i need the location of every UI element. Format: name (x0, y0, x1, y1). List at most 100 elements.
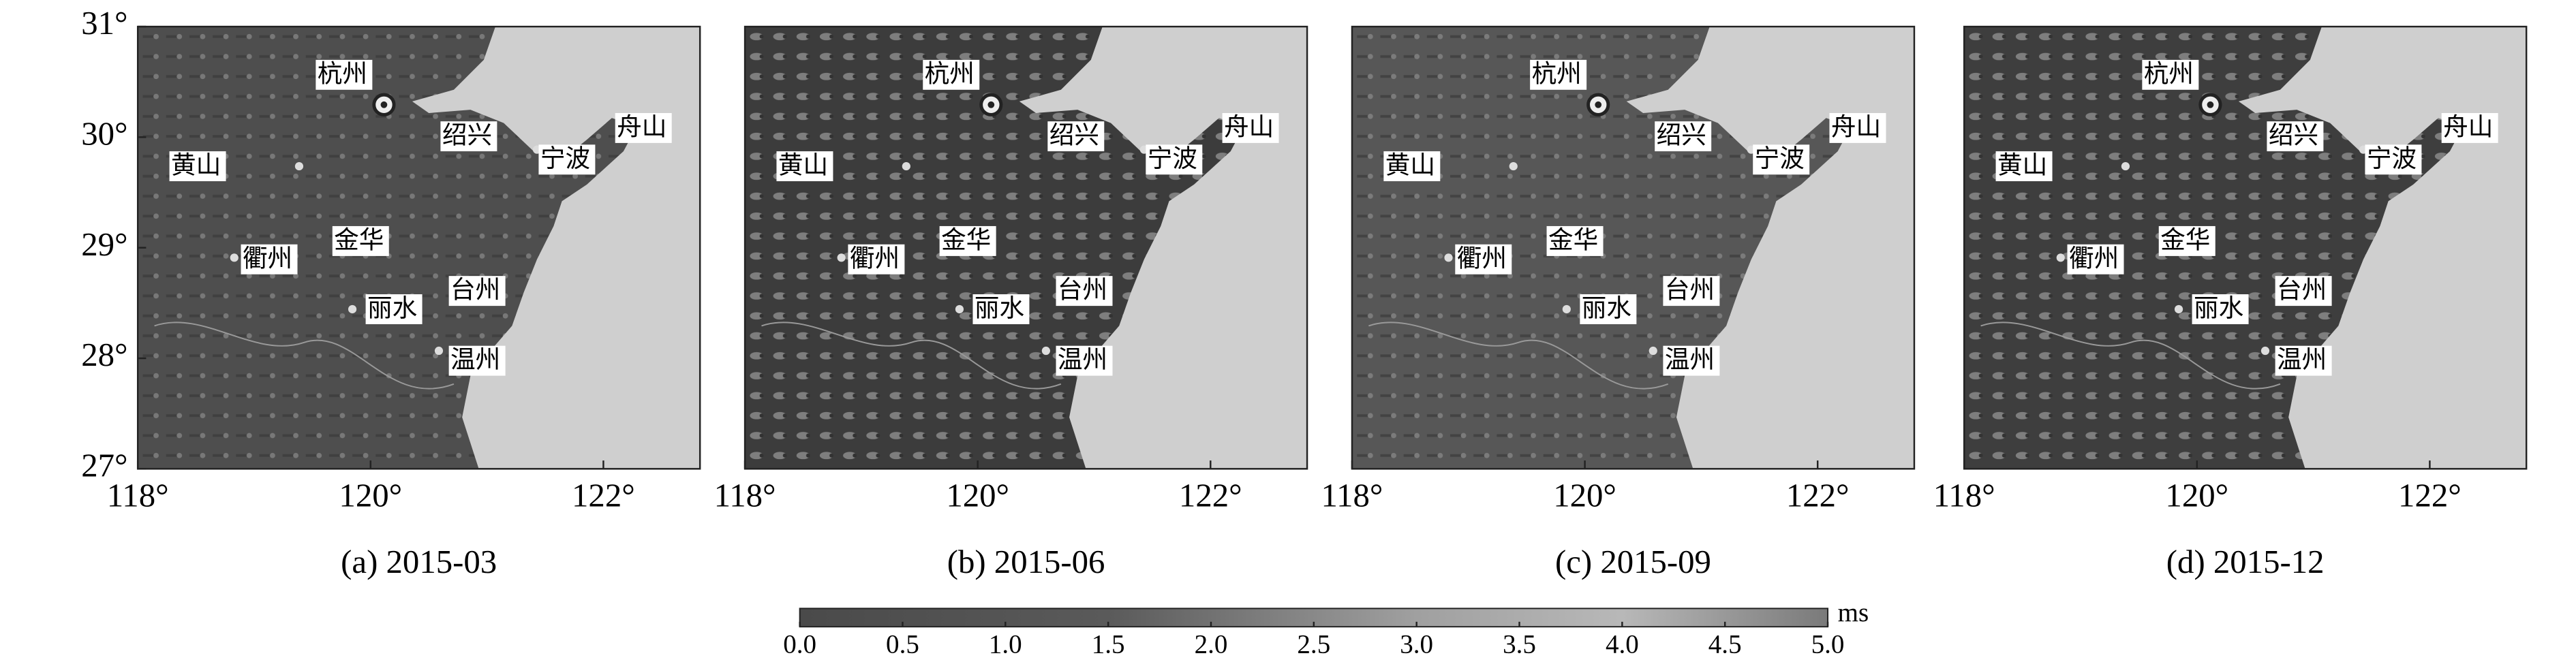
city-marker (2260, 346, 2270, 356)
city-label: 黄山 (1385, 151, 1435, 180)
city-marker (2121, 161, 2130, 171)
city-label: 丽水 (367, 293, 417, 322)
y-tick-label: 31° (81, 5, 127, 42)
colorbar-tick-label: 0.5 (886, 629, 919, 659)
city-marker (2174, 304, 2183, 314)
x-tick-label: 118° (1321, 477, 1383, 514)
city-label: 黄山 (778, 151, 828, 180)
x-tick-label: 118° (107, 477, 169, 514)
city-label: 金华 (2160, 225, 2210, 254)
sea (2238, 27, 2527, 469)
city-label-bg (2275, 276, 2332, 307)
city-label: 衢州 (1457, 243, 1507, 272)
city-label-bg (1222, 112, 1279, 143)
city-label-bg (1580, 294, 1637, 324)
city-label: 丽水 (975, 293, 1024, 322)
colorbar-tick-label: 1.0 (989, 629, 1022, 659)
city-marker (902, 161, 910, 171)
x-tick-label: 120° (2165, 477, 2228, 514)
city-label: 丽水 (2194, 293, 2243, 322)
city-label: 杭州 (318, 59, 367, 88)
panel-caption: (a) 2015-03 (341, 544, 497, 580)
city-label: 绍兴 (2269, 121, 2318, 150)
city-label: 温州 (2277, 345, 2327, 374)
city-marker (230, 253, 239, 262)
city-label: 绍兴 (1657, 121, 1706, 150)
city-label: 金华 (334, 225, 384, 254)
city-label: 温州 (1058, 345, 1107, 374)
city-label: 绍兴 (442, 121, 492, 150)
city-label-bg (1056, 345, 1113, 376)
city-label-bg (1663, 345, 1720, 376)
city-marker (348, 304, 357, 314)
city-label: 金华 (1548, 225, 1598, 254)
city-label-bg (615, 112, 672, 143)
colorbar-tick-label: 1.5 (1092, 629, 1125, 659)
colorbar-tick-label: 4.5 (1708, 629, 1742, 659)
x-tick-label: 120° (946, 477, 1009, 514)
city-label: 台州 (1665, 275, 1715, 304)
city-label: 衢州 (2069, 243, 2119, 272)
panel-caption: (c) 2015-09 (1555, 544, 1711, 580)
frame (1351, 25, 1916, 470)
colorbar-tick-label: 4.0 (1606, 629, 1639, 659)
x-tick-label: 122° (1786, 477, 1850, 514)
city-label-bg (2275, 345, 2332, 376)
city-marker (987, 101, 995, 108)
frame (743, 25, 1308, 470)
boundary (1980, 321, 2281, 390)
city-marker (1649, 346, 1657, 356)
city-label: 温州 (1665, 345, 1715, 374)
city-label-bg (316, 59, 373, 90)
city-label-bg (1995, 151, 2053, 182)
city-label-bg (1455, 244, 1512, 274)
city-label-bg (1655, 121, 1712, 152)
city-label: 金华 (941, 225, 991, 254)
y-tick-label: 30° (81, 116, 127, 153)
city-label: 舟山 (1831, 112, 1881, 141)
city-label-bg (1047, 121, 1105, 152)
panel-caption: (b) 2015-06 (947, 544, 1105, 580)
city-label-bg (2192, 294, 2249, 324)
y-tick-label: 27° (81, 447, 127, 484)
city-label-bg (776, 151, 833, 182)
sea (412, 27, 701, 469)
city-label-bg (848, 244, 905, 274)
frame (1963, 25, 2528, 470)
y-tick-label: 29° (81, 226, 127, 263)
city-label: 温州 (450, 345, 500, 374)
city-label-bg (1829, 112, 1886, 143)
city-label: 绍兴 (1049, 121, 1099, 150)
colorbar-tick-label: 3.5 (1503, 629, 1536, 659)
city-label: 舟山 (617, 112, 666, 141)
city-marker (294, 161, 304, 171)
colorbar-tick-label: 5.0 (1811, 629, 1845, 659)
city-label-bg (2158, 225, 2215, 256)
colorbar-tick-label: 3.0 (1400, 629, 1433, 659)
city-label-bg (1753, 144, 1810, 175)
colorbar-tick-label: 0.0 (783, 629, 816, 659)
city-label: 黄山 (1997, 151, 2047, 180)
city-marker (380, 101, 388, 108)
city-label-bg (365, 294, 423, 324)
x-tick-label: 120° (1553, 477, 1616, 514)
city-label-bg (1383, 151, 1441, 182)
city-label: 舟山 (2443, 112, 2493, 141)
y-tick-label: 28° (81, 336, 127, 373)
city-marker (2207, 101, 2214, 108)
city-label-bg (440, 121, 497, 152)
x-tick-label: 118° (1933, 477, 1995, 514)
city-label-bg (448, 276, 506, 307)
city-label-bg (1546, 225, 1604, 256)
city-label: 台州 (450, 275, 500, 304)
city-label-bg (169, 151, 226, 182)
city-marker (837, 253, 846, 262)
boundary (154, 321, 455, 390)
colorbar-unit: ms (1838, 598, 1869, 627)
city-label-bg (972, 294, 1030, 324)
city-label: 杭州 (2144, 59, 2194, 88)
